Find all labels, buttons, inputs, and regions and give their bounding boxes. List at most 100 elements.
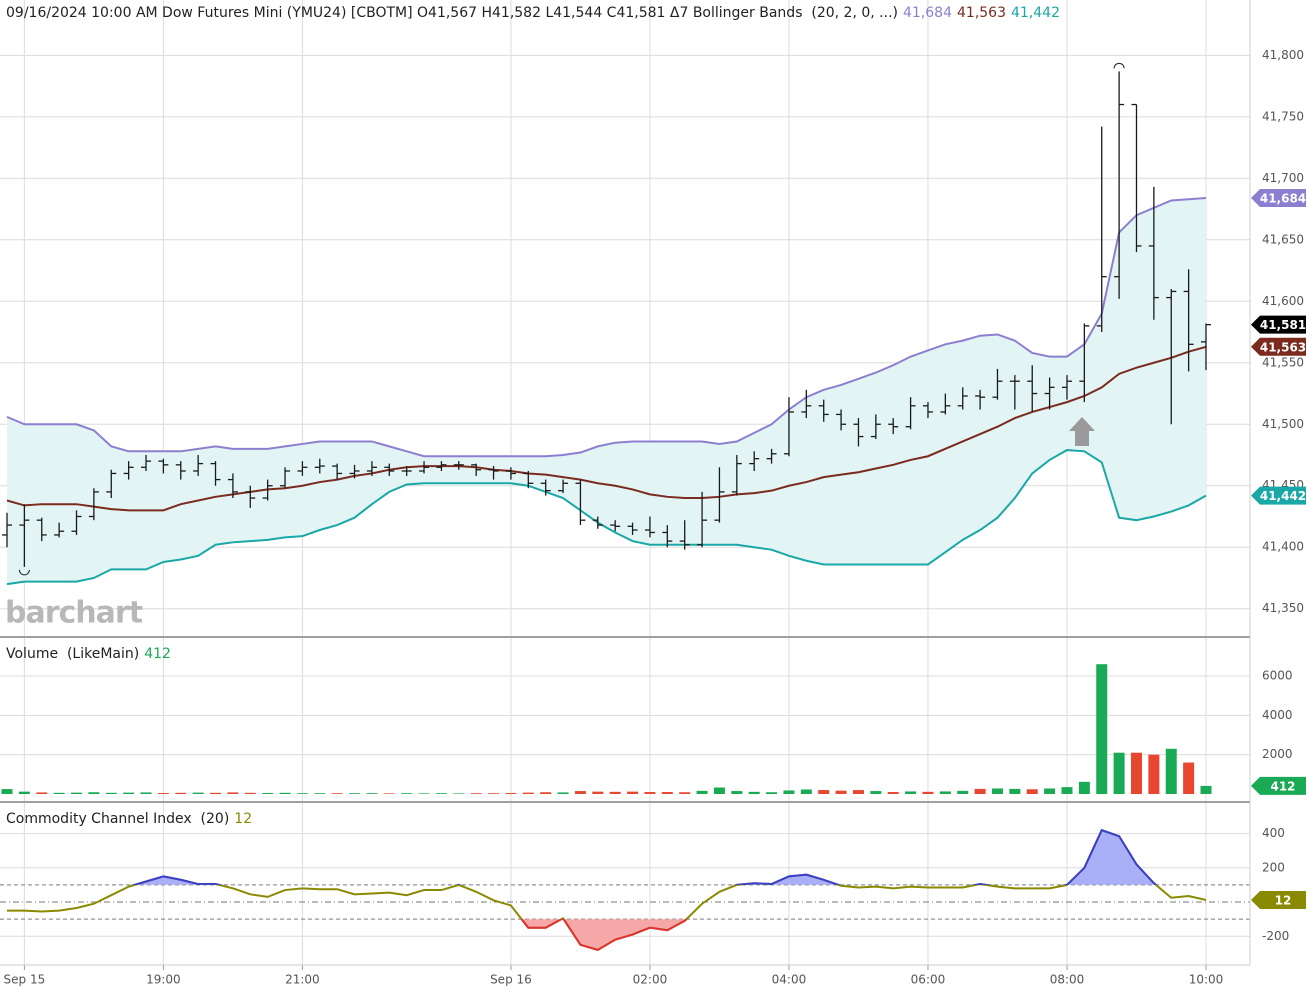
ohlc-bar (905, 397, 916, 430)
legend-upper: 41,684 (903, 5, 952, 21)
y-tick-label: 41,650 (1262, 232, 1304, 246)
x-tick-label: 04:00 (772, 973, 807, 987)
volume-bar (905, 791, 917, 795)
volume-bar (1200, 785, 1212, 795)
signal-arrow (1069, 417, 1095, 446)
cci-above-fill (7, 830, 1206, 885)
y-tick-label: 6000 (1262, 668, 1293, 682)
y-tick-label: 41,350 (1262, 601, 1304, 615)
cci-badge (1251, 890, 1306, 909)
ohlc-bar (836, 409, 847, 431)
ohlc-bar (853, 418, 864, 447)
volume-bar (627, 791, 639, 795)
volume-bar (244, 792, 256, 795)
ohlc-bar (592, 516, 603, 529)
ohlc-bar (627, 522, 638, 535)
ohlc-bar (210, 461, 221, 486)
ohlc-bar (106, 469, 117, 499)
volume-bar (88, 792, 100, 795)
x-tick-label: 02:00 (633, 973, 668, 987)
volume-bar (540, 792, 552, 795)
ohlc-bar (245, 485, 256, 508)
volume-bar (574, 791, 586, 795)
volume-bar (661, 792, 673, 795)
volume-bar (1078, 781, 1090, 795)
band-fill (7, 197, 1206, 585)
volume-bar (435, 793, 447, 795)
volume-bar (991, 788, 1003, 795)
ohlc-bar (1183, 269, 1194, 372)
cci-last: 12 (234, 811, 252, 827)
cci-badge-label: 12 (1275, 893, 1292, 907)
ohlc-bar (1079, 323, 1090, 403)
legend-lower: 41,442 (1011, 5, 1060, 21)
ohlc-bar (558, 479, 569, 494)
ohlc-bar (297, 461, 308, 476)
x-tick-label: 08:00 (1050, 973, 1085, 987)
y-tick-label: 41,550 (1262, 355, 1304, 369)
ohlc-bar (332, 463, 343, 480)
title-text: Volume (LikeMain) (6, 646, 139, 662)
ohlc-bar (1131, 103, 1142, 253)
volume-bar (1165, 748, 1177, 795)
x-tick-label: Sep 15 (4, 973, 46, 987)
volume-bar (488, 793, 500, 795)
middle-badge (1251, 337, 1306, 356)
ohlc-bar (384, 463, 395, 476)
ohlc-bar (71, 510, 82, 535)
x-tick-label: 19:00 (146, 973, 181, 987)
volume-bar (279, 792, 291, 795)
watermark: barchart (5, 596, 143, 631)
ohlc-bar (610, 520, 621, 532)
close-badge (1251, 315, 1306, 334)
ohlc-bar (280, 467, 291, 489)
ohlc-bar (540, 479, 551, 496)
y-tick-label: 4000 (1262, 708, 1293, 722)
volume-bar (1183, 762, 1195, 795)
ohlc-bar (36, 517, 47, 542)
ohlc-bar (1044, 377, 1055, 410)
upper-badge (1251, 188, 1306, 207)
volume-bar (157, 793, 169, 795)
ohlc-bar (227, 473, 238, 499)
volume-bar (974, 788, 986, 795)
ohlc-bar (644, 516, 655, 538)
x-tick-label: 10:00 (1189, 973, 1224, 987)
ohlc-bar (992, 368, 1003, 400)
ohlc-bar (697, 491, 708, 548)
ohlc-bar (54, 522, 65, 538)
ohlc-bar (419, 461, 430, 474)
ohlc-bar (175, 461, 186, 480)
ohlc-bar (2, 512, 12, 548)
x-tick-label: Sep 16 (490, 973, 532, 987)
high-marker (1113, 62, 1125, 69)
volume-bar (349, 793, 361, 795)
marks-layer (1, 62, 1212, 952)
volume-bar (470, 793, 482, 795)
ohlc-bar (1114, 71, 1125, 299)
ohlc-bar (349, 464, 360, 479)
volume-bar (1096, 664, 1108, 795)
ohlc-bar (262, 479, 273, 501)
cci-below-fill (521, 919, 687, 950)
volume-badge-label: 412 (1270, 779, 1295, 793)
volume-badge (1251, 776, 1306, 795)
volume-bar (262, 793, 274, 795)
ohlc-bar (453, 461, 464, 470)
volume-bar (1026, 789, 1038, 795)
close-badge-label: 41,581 (1260, 318, 1306, 332)
volume-bar (401, 793, 413, 795)
volume-bar (36, 792, 48, 795)
volume-bar (679, 792, 691, 795)
ohlc-bar (1148, 186, 1159, 320)
ohlc-bar (783, 397, 794, 457)
y-tick-label: 41,500 (1262, 417, 1304, 431)
volume-bar (175, 792, 187, 795)
volume-bar (1130, 752, 1142, 795)
volume-bar (1, 789, 13, 795)
ohlc-bar (975, 389, 986, 410)
volume-bar (71, 792, 83, 795)
title-text: 09/16/2024 10:00 AM Dow Futures Mini (YM… (6, 5, 898, 21)
